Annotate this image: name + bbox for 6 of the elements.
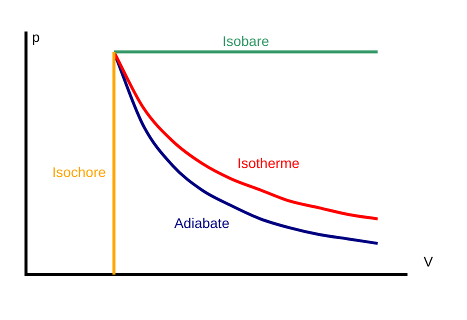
series-label: Isotherme: [237, 154, 300, 171]
y-axis-title: p: [32, 28, 40, 45]
x-axis-title: V: [424, 253, 434, 270]
text: Isochore: [52, 164, 106, 180]
series-label: Adiabate: [174, 214, 230, 231]
series-label: Isobare: [222, 32, 270, 49]
